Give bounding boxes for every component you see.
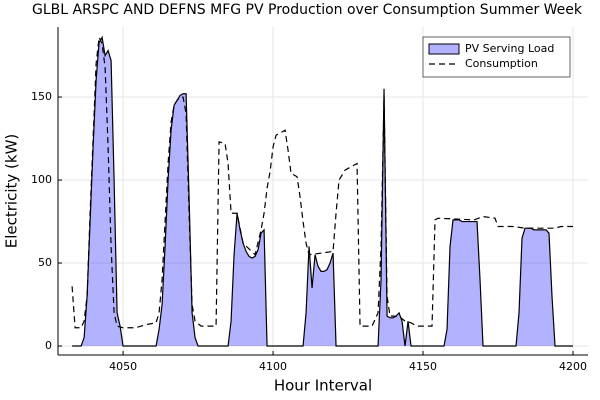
area xyxy=(72,37,574,347)
y-axis-label: Electricity (kW) xyxy=(3,134,21,249)
y-tick-label: 50 xyxy=(38,256,52,269)
chart-title: GLBL ARSPC AND DEFNS MFG PV Production o… xyxy=(32,2,583,18)
line xyxy=(71,35,574,329)
legend-label: PV Serving Load xyxy=(465,42,554,55)
x-tick-label: 4050 xyxy=(109,360,137,373)
x-axis-label: Hour Interval xyxy=(274,377,372,395)
x-tick-label: 4100 xyxy=(259,360,287,373)
y-tick-label: 100 xyxy=(31,173,52,186)
y-tick-label: 0 xyxy=(45,339,52,352)
x-tick-label: 4200 xyxy=(559,360,587,373)
line xyxy=(72,35,574,347)
y-tick-label: 150 xyxy=(31,90,52,103)
legend-label: Consumption xyxy=(465,57,538,70)
x-tick-label: 4150 xyxy=(409,360,437,373)
legend-swatch xyxy=(428,43,460,55)
